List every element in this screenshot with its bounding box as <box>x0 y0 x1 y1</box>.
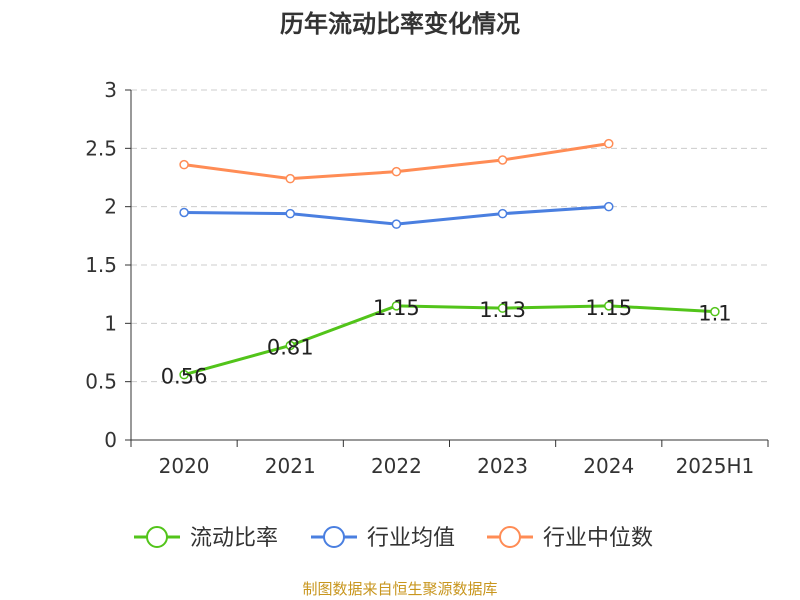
legend-marker <box>146 526 168 548</box>
data-label: 1.15 <box>373 296 420 320</box>
data-point <box>179 207 189 218</box>
data-point <box>710 306 720 317</box>
x-tick-label: 2020 <box>159 454 210 478</box>
x-tick-label: 2024 <box>583 454 634 478</box>
data-label: 0.81 <box>267 336 314 360</box>
legend-label: 行业均值 <box>367 526 455 551</box>
data-point <box>604 301 614 311</box>
x-tick-label: 2022 <box>371 454 422 478</box>
data-point <box>285 173 295 184</box>
y-tick-label: 1.5 <box>85 253 117 277</box>
chart-title: 历年流动比率变化情况 <box>280 10 520 38</box>
data-point <box>604 201 614 212</box>
data-point <box>285 208 295 219</box>
y-tick-label: 1 <box>104 311 117 335</box>
y-tick-label: 3 <box>104 78 117 102</box>
x-tick-label: 2021 <box>265 454 316 478</box>
data-point <box>179 369 189 380</box>
data-point <box>391 301 402 311</box>
data-point <box>497 208 508 219</box>
data-point <box>497 155 508 165</box>
data-label: 1.1 <box>698 302 731 326</box>
data-point <box>497 303 508 313</box>
series-line-0 <box>183 304 715 377</box>
data-label: 1.15 <box>585 296 632 320</box>
legend-marker <box>323 526 345 548</box>
data-point <box>285 340 295 351</box>
y-tick-label: 0 <box>104 428 117 452</box>
source-note: 制图数据来自恒生聚源数据库 <box>302 580 498 598</box>
legend-label: 行业中位数 <box>543 526 653 551</box>
data-point <box>391 166 402 177</box>
data-label: 1.13 <box>479 298 526 322</box>
data-point <box>179 159 189 170</box>
x-tick-label: 2023 <box>477 454 528 478</box>
x-tick-label: 2025H1 <box>676 454 755 478</box>
y-tick-label: 2 <box>104 195 117 219</box>
legend-marker <box>499 526 521 548</box>
data-label: 0.56 <box>161 365 208 389</box>
legend-label: 流动比率 <box>190 526 278 551</box>
data-point <box>604 138 614 149</box>
data-point <box>391 219 402 229</box>
y-tick-label: 2.5 <box>85 136 117 160</box>
y-tick-label: 0.5 <box>85 370 117 394</box>
